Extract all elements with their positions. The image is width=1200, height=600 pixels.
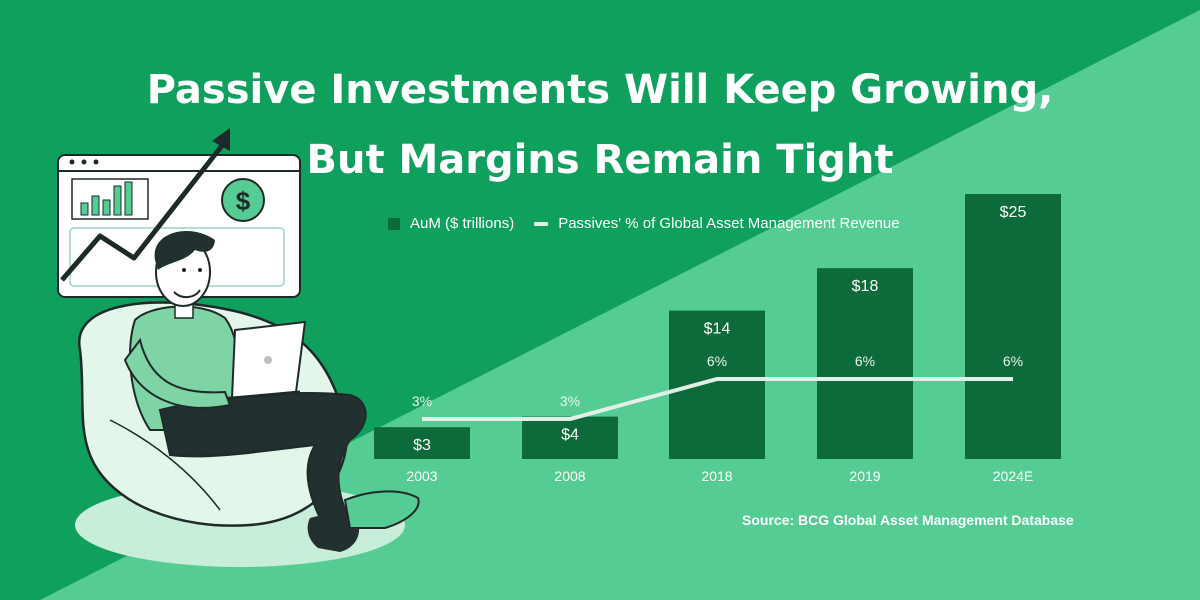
revenue-share-line <box>422 377 1013 422</box>
person-sneaker <box>343 490 420 529</box>
x-tick-2003: 2003 <box>406 468 437 484</box>
legend: AuM ($ trillions) Passives' % of Global … <box>388 215 900 232</box>
title-line-1: Passive Investments Will Keep Growing, <box>146 67 1054 113</box>
bar-2003 <box>374 427 470 459</box>
x-tick-2024E: 2024E <box>993 468 1033 484</box>
dollar-symbol: $ <box>236 186 251 216</box>
x-tick-2008: 2008 <box>554 468 585 484</box>
bar-2008 <box>522 416 618 459</box>
person-legs <box>158 392 367 530</box>
line-label-2018: 6% <box>707 353 727 369</box>
line-label-2003: 3% <box>412 393 432 409</box>
bar-label-2003: $3 <box>413 437 431 454</box>
bar-label-2018: $14 <box>704 321 731 338</box>
bean-bag-fold <box>109 419 221 511</box>
x-tick-2019: 2019 <box>849 468 880 484</box>
person-arm <box>123 337 232 409</box>
bar-2019 <box>817 268 913 459</box>
person-shoe <box>307 514 360 552</box>
bar-label-2019: $18 <box>852 278 879 295</box>
legend-label-revenue: Passives' % of Global Asset Management R… <box>558 215 900 232</box>
line-label-2019: 6% <box>855 353 875 369</box>
bar-2024E <box>965 194 1061 459</box>
person-head <box>154 230 215 319</box>
growth-arrow-icon <box>60 128 230 282</box>
line-label-2008: 3% <box>560 393 580 409</box>
person-with-laptop-illustration: $ <box>57 128 420 567</box>
source-note: Source: BCG Global Asset Management Data… <box>742 512 1074 528</box>
title-line-2: But Margins Remain Tight <box>306 137 894 183</box>
bar-2018 <box>669 310 765 459</box>
dollar-coin-icon: $ <box>221 178 265 222</box>
bar-label-2024E: $25 <box>1000 204 1027 221</box>
legend-swatch-aum <box>388 217 400 230</box>
x-tick-2018: 2018 <box>701 468 732 484</box>
legend-swatch-revenue <box>534 221 549 226</box>
bar-label-2008: $4 <box>561 427 579 444</box>
line-label-2024E: 6% <box>1003 353 1023 369</box>
legend-label-aum: AuM ($ trillions) <box>410 215 515 232</box>
